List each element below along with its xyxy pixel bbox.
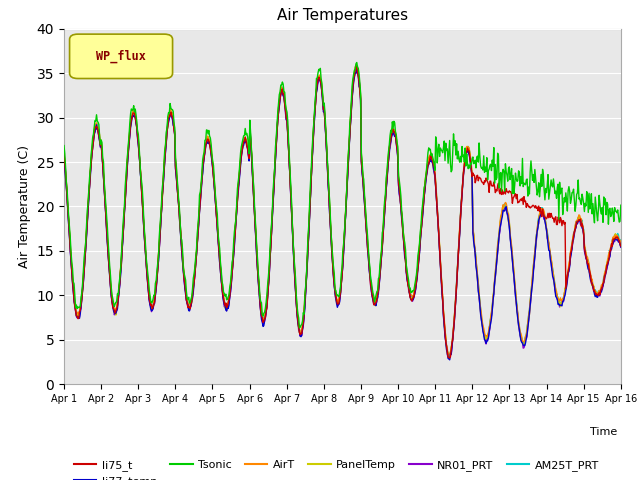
Title: Air Temperatures: Air Temperatures bbox=[277, 9, 408, 24]
FancyBboxPatch shape bbox=[70, 34, 173, 79]
Y-axis label: Air Temperature (C): Air Temperature (C) bbox=[18, 145, 31, 268]
X-axis label: Time: Time bbox=[591, 427, 618, 437]
Text: WP_flux: WP_flux bbox=[97, 50, 147, 63]
Legend: li75_t, li77_temp, Tsonic, AirT, PanelTemp, NR01_PRT, AM25T_PRT: li75_t, li77_temp, Tsonic, AirT, PanelTe… bbox=[70, 455, 604, 480]
